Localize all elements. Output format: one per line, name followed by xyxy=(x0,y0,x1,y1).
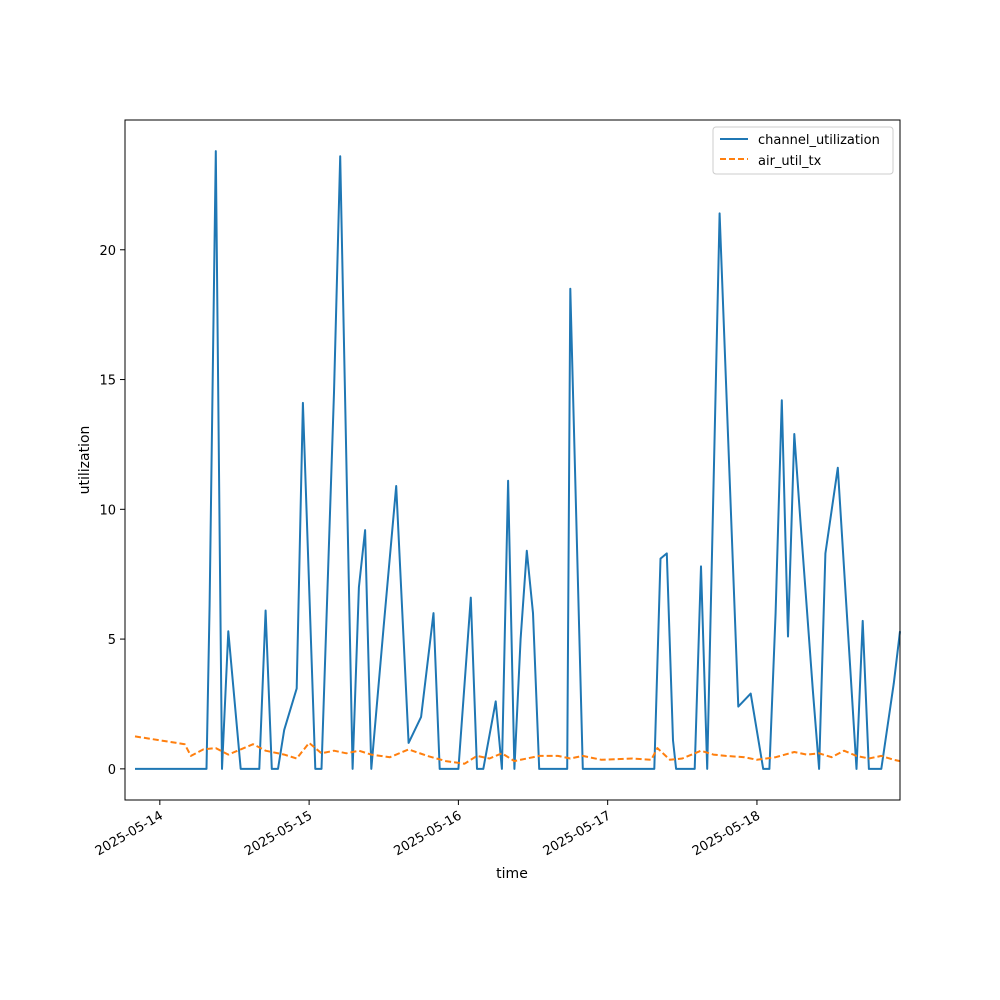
y-tick-label: 20 xyxy=(99,244,116,259)
y-axis-label: utilization xyxy=(77,426,93,495)
y-tick-label: 5 xyxy=(108,633,116,648)
y-tick-label: 10 xyxy=(99,503,116,518)
legend-box xyxy=(712,126,894,175)
plot-area xyxy=(134,150,901,770)
series-line-air-util-tx xyxy=(134,735,901,765)
legend: channel_utilization air_util_tx xyxy=(712,126,894,175)
y-tick-label: 0 xyxy=(108,763,116,778)
y-axis-ticks: 0 5 10 15 20 xyxy=(99,244,125,778)
x-axis-label: time xyxy=(496,866,528,882)
y-tick-label: 15 xyxy=(99,374,116,389)
legend-label-channel-utilization: channel_utilization xyxy=(758,133,880,148)
legend-label-air-util-tx: air_util_tx xyxy=(758,154,822,169)
series-line-channel-utilization xyxy=(135,150,901,770)
axes-frame xyxy=(124,119,901,801)
